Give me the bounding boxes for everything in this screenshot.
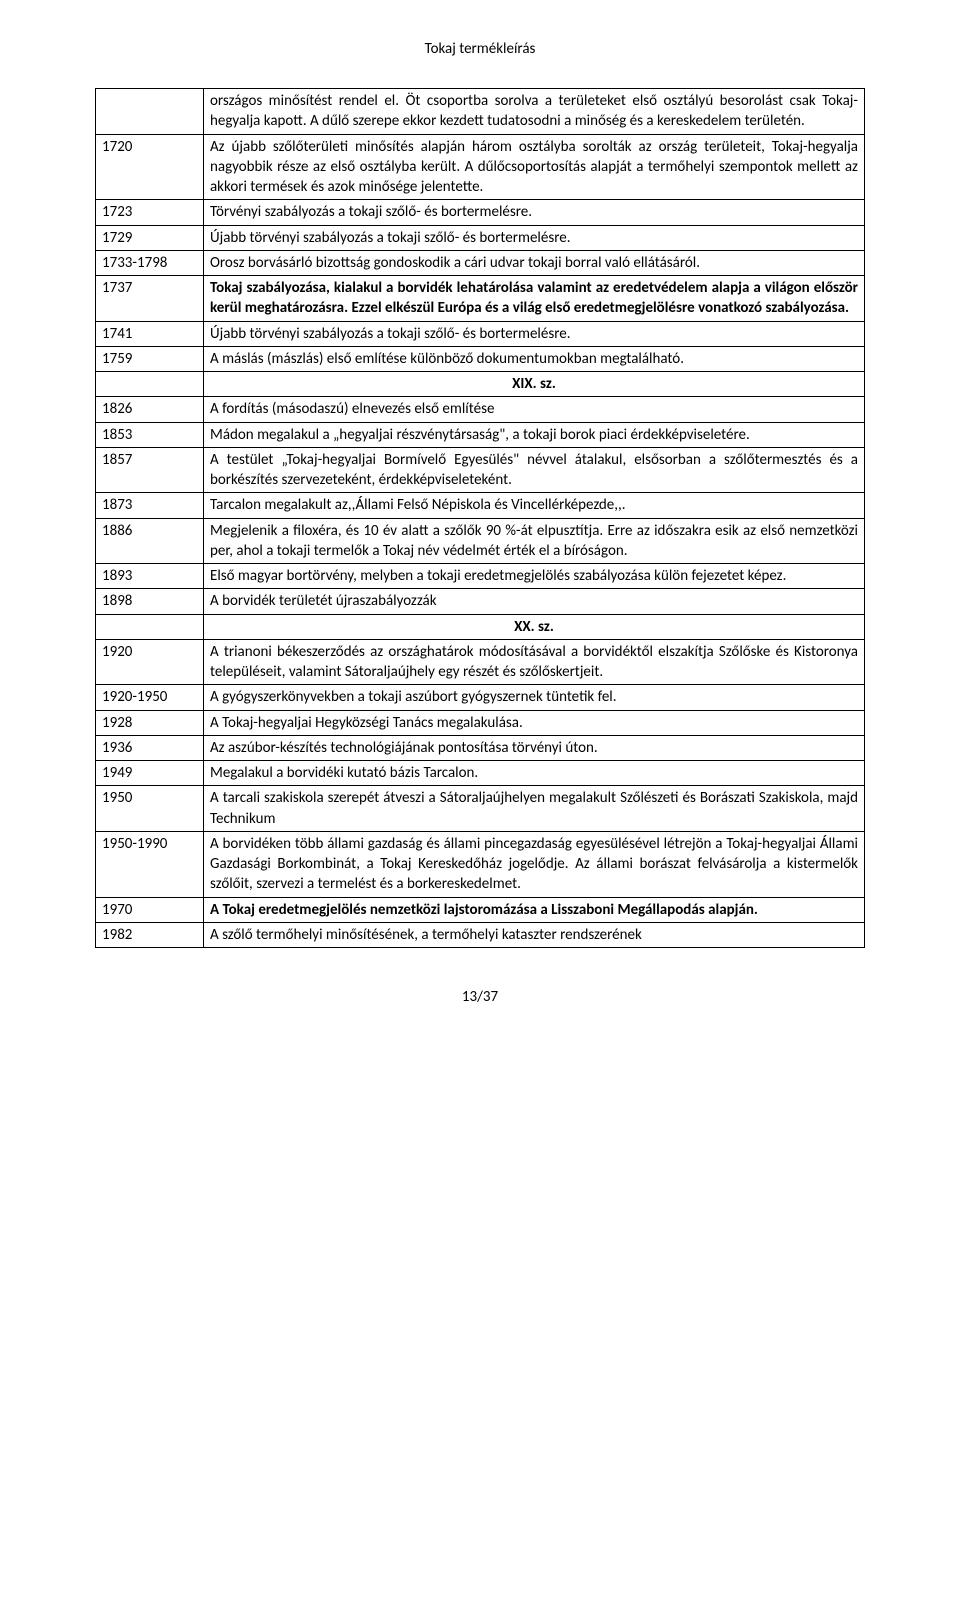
- description-cell: Orosz borvásárló bizottság gondoskodik a…: [204, 250, 865, 275]
- year-cell: 1898: [96, 589, 204, 614]
- year-cell: 1741: [96, 321, 204, 346]
- century-cell: XIX. sz.: [204, 372, 865, 397]
- description-cell: A trianoni békeszerződés az országhatáro…: [204, 639, 865, 685]
- table-row: 1737Tokaj szabályozása, kialakul a borvi…: [96, 276, 865, 322]
- table-row: 1920A trianoni békeszerződés az országha…: [96, 639, 865, 685]
- year-cell: 1970: [96, 897, 204, 922]
- table-row: 1826A fordítás (másodaszú) elnevezés els…: [96, 397, 865, 422]
- year-cell: [96, 89, 204, 135]
- year-cell: [96, 372, 204, 397]
- year-cell: 1826: [96, 397, 204, 422]
- description-cell: A tarcali szakiskola szerepét átveszi a …: [204, 786, 865, 832]
- table-row: 1950-1990A borvidéken több állami gazdas…: [96, 831, 865, 897]
- year-cell: 1950: [96, 786, 204, 832]
- table-row: 1928A Tokaj-hegyaljai Hegyközségi Tanács…: [96, 710, 865, 735]
- year-cell: 1759: [96, 346, 204, 371]
- table-row: 1873Tarcalon megalakult az,,Állami Felső…: [96, 493, 865, 518]
- description-cell: A borvidéken több állami gazdaság és áll…: [204, 831, 865, 897]
- description-cell: országos minősítést rendel el. Öt csopor…: [204, 89, 865, 135]
- table-row: 1723Törvényi szabályozás a tokaji szőlő-…: [96, 200, 865, 225]
- year-cell: 1893: [96, 564, 204, 589]
- table-row: 1982A szőlő termőhelyi minősítésének, a …: [96, 922, 865, 947]
- description-cell: Első magyar bortörvény, melyben a tokaji…: [204, 564, 865, 589]
- page-header: Tokaj termékleírás: [95, 40, 865, 58]
- year-cell: 1982: [96, 922, 204, 947]
- year-cell: 1920-1950: [96, 685, 204, 710]
- table-row: XX. sz.: [96, 614, 865, 639]
- year-cell: 1920: [96, 639, 204, 685]
- year-cell: 1950-1990: [96, 831, 204, 897]
- year-cell: 1928: [96, 710, 204, 735]
- table-row: 1720Az újabb szőlőterületi minősítés ala…: [96, 134, 865, 200]
- table-row: 1950A tarcali szakiskola szerepét átvesz…: [96, 786, 865, 832]
- year-cell: 1853: [96, 422, 204, 447]
- table-row: 1759A máslás (mászlás) első említése kül…: [96, 346, 865, 371]
- description-cell: A máslás (mászlás) első említése különbö…: [204, 346, 865, 371]
- year-cell: 1873: [96, 493, 204, 518]
- table-row: 1970A Tokaj eredetmegjelölés nemzetközi …: [96, 897, 865, 922]
- table-row: 1898A borvidék területét újraszabályozzá…: [96, 589, 865, 614]
- table-row: 1920-1950A gyógyszerkönyvekben a tokaji …: [96, 685, 865, 710]
- description-cell: A Tokaj eredetmegjelölés nemzetközi lajs…: [204, 897, 865, 922]
- year-cell: 1733-1798: [96, 250, 204, 275]
- description-cell: A szőlő termőhelyi minősítésének, a term…: [204, 922, 865, 947]
- description-cell: Tarcalon megalakult az,,Állami Felső Nép…: [204, 493, 865, 518]
- year-cell: 1737: [96, 276, 204, 322]
- year-cell: 1729: [96, 225, 204, 250]
- table-row: országos minősítést rendel el. Öt csopor…: [96, 89, 865, 135]
- page-footer: 13/37: [95, 988, 865, 1006]
- table-row: 1729Újabb törvényi szabályozás a tokaji …: [96, 225, 865, 250]
- description-cell: Az újabb szőlőterületi minősítés alapján…: [204, 134, 865, 200]
- table-row: 1949Megalakul a borvidéki kutató bázis T…: [96, 761, 865, 786]
- description-cell: A Tokaj-hegyaljai Hegyközségi Tanács meg…: [204, 710, 865, 735]
- table-row: 1857A testület „Tokaj-hegyaljai Bormível…: [96, 447, 865, 493]
- year-cell: 1723: [96, 200, 204, 225]
- year-cell: 1720: [96, 134, 204, 200]
- table-row: 1741Újabb törvényi szabályozás a tokaji …: [96, 321, 865, 346]
- description-cell: Tokaj szabályozása, kialakul a borvidék …: [204, 276, 865, 322]
- table-row: 1893Első magyar bortörvény, melyben a to…: [96, 564, 865, 589]
- description-cell: Mádon megalakul a „hegyaljai részvénytár…: [204, 422, 865, 447]
- page: Tokaj termékleírás országos minősítést r…: [0, 0, 960, 1036]
- year-cell: 1949: [96, 761, 204, 786]
- description-cell: A borvidék területét újraszabályozzák: [204, 589, 865, 614]
- year-cell: [96, 614, 204, 639]
- description-cell: Az aszúbor-készítés technológiájának pon…: [204, 735, 865, 760]
- century-cell: XX. sz.: [204, 614, 865, 639]
- description-cell: A gyógyszerkönyvekben a tokaji aszúbort …: [204, 685, 865, 710]
- description-cell: A fordítás (másodaszú) elnevezés első em…: [204, 397, 865, 422]
- description-cell: Megjelenik a filoxéra, és 10 év alatt a …: [204, 518, 865, 564]
- description-cell: Újabb törvényi szabályozás a tokaji szől…: [204, 225, 865, 250]
- description-cell: A testület „Tokaj-hegyaljai Bormívelő Eg…: [204, 447, 865, 493]
- table-row: 1936Az aszúbor-készítés technológiájának…: [96, 735, 865, 760]
- timeline-table: országos minősítést rendel el. Öt csopor…: [95, 88, 865, 948]
- description-cell: Törvényi szabályozás a tokaji szőlő- és …: [204, 200, 865, 225]
- year-cell: 1936: [96, 735, 204, 760]
- table-row: 1733-1798Orosz borvásárló bizottság gond…: [96, 250, 865, 275]
- table-row: XIX. sz.: [96, 372, 865, 397]
- year-cell: 1857: [96, 447, 204, 493]
- description-cell: Újabb törvényi szabályozás a tokaji szől…: [204, 321, 865, 346]
- table-row: 1886Megjelenik a filoxéra, és 10 év alat…: [96, 518, 865, 564]
- description-cell: Megalakul a borvidéki kutató bázis Tarca…: [204, 761, 865, 786]
- table-row: 1853Mádon megalakul a „hegyaljai részvén…: [96, 422, 865, 447]
- year-cell: 1886: [96, 518, 204, 564]
